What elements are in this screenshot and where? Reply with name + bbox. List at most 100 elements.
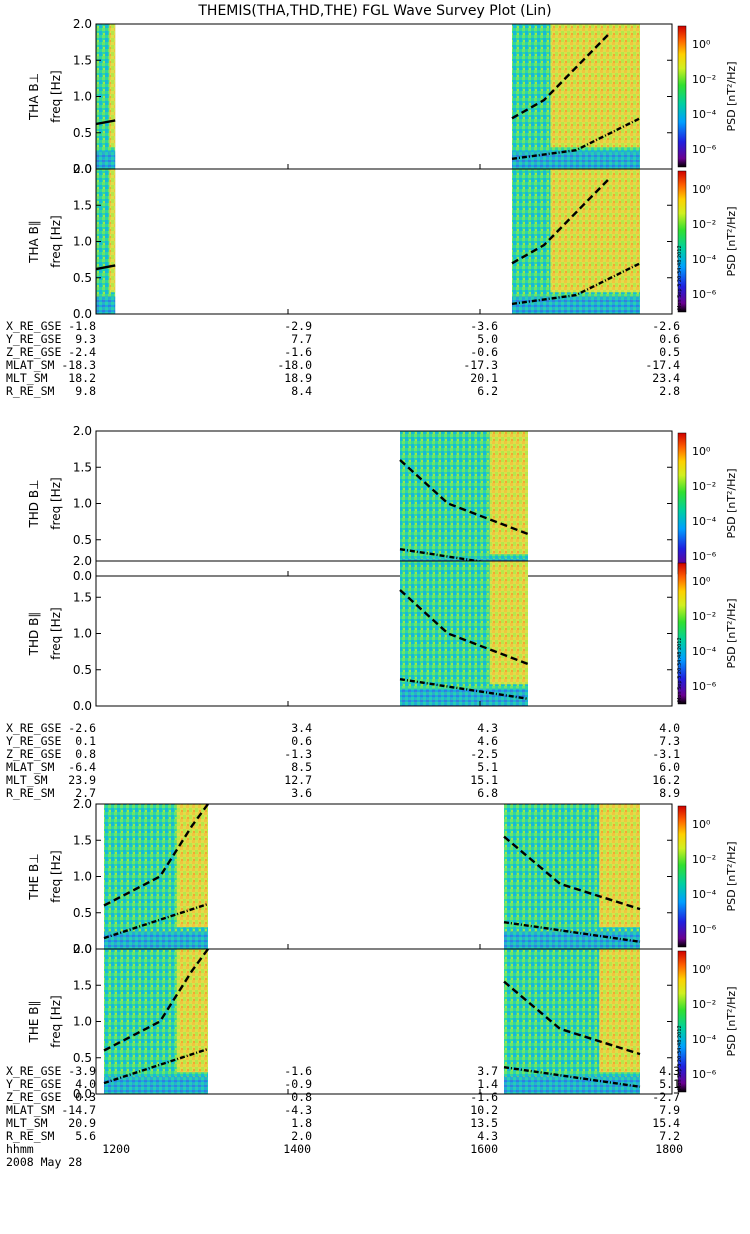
y-tick-label: 2.0 (73, 162, 92, 176)
dashed-curve (511, 179, 609, 265)
ephemeris-value: 20.1 (470, 371, 498, 385)
y-tick-label: 0.0 (73, 569, 92, 583)
ephemeris-value: 5.1 (659, 1077, 680, 1091)
ephemeris-label: MLAT_SM (6, 358, 55, 372)
ephemeris-value: 2.7 (75, 786, 96, 800)
spectrogram-panels: 0.0 0.5 1.0 1.5 2.0 freq [Hz] THA B⊥ 10⁰ 10⁻² 10⁻… (27, 17, 738, 1101)
ephemeris-value: 5.6 (75, 1129, 96, 1143)
ephemeris-label: X_RE_GSE (6, 721, 62, 735)
wave-survey-plot: THEMIS(THA,THD,THE) FGL Wave Survey Plot… (27, 3, 738, 1101)
ephemeris-label: MLAT_SM (6, 760, 55, 774)
colorbar-label: PSD [nT²/Hz] (725, 206, 738, 276)
dotdash-curve (399, 678, 529, 700)
ephemeris-value: -18.3 (61, 358, 96, 372)
ephemeris-value: 18.9 (284, 371, 312, 385)
spectrogram-low-band (104, 1076, 208, 1094)
spectrogram-panel: 0.0 0.5 1.0 1.5 2.0 freq [Hz] THE B∥ 10⁰ 10⁻² 10⁻… (27, 942, 738, 1101)
component-label: THE B⊥ (27, 853, 41, 900)
ephemeris-row: X_RE_GSE -3.9 -1.6 3.7 4.3 (0, 1065, 750, 1078)
ephemeris-value: -2.4 (68, 345, 96, 359)
dashed-curve (103, 948, 209, 1052)
y-tick-label: 1.5 (73, 53, 92, 67)
ephemeris-label: Z_RE_GSE (6, 345, 62, 359)
y-tick-label: 0.5 (73, 271, 92, 285)
dotdash-curve-2 (503, 1066, 641, 1088)
ephemeris-value: 0.8 (75, 747, 96, 761)
ephemeris-value: 3.6 (291, 786, 312, 800)
colorbar (677, 805, 687, 948)
colorbar-tick-label: 10⁻⁶ (692, 143, 717, 156)
ephemeris-label: MLT_SM (6, 371, 48, 385)
ephemeris-row: R_RE_SM 2.7 3.6 6.8 8.9 (0, 787, 750, 800)
component-label: THA B∥ (27, 220, 41, 264)
colorbar (677, 950, 687, 1093)
spectrogram-low-band (104, 931, 208, 949)
ephemeris-label: MLT_SM (6, 1116, 48, 1130)
ephemeris-row: Z_RE_GSE 0.3 0.8 -1.6 -2.7 (0, 1091, 750, 1104)
ephemeris-value: -14.7 (61, 1103, 96, 1117)
ephemeris-label: Y_RE_GSE (6, 1077, 62, 1091)
ephemeris-row: MLAT_SM -18.3 -18.0 -17.3 -17.4 (0, 359, 750, 372)
y-tick-label: 0.0 (73, 942, 92, 956)
ephemeris-row: MLT_SM 23.9 12.7 15.1 16.2 (0, 774, 750, 787)
timestamp-stamp: Mon Sep 3 20:34:48 2012 (677, 1025, 683, 1090)
spectrogram-high-power (489, 561, 528, 685)
ephemeris-value: 3.7 (477, 1064, 498, 1078)
dashed-curve-2 (503, 835, 641, 911)
time-axis-labels: hhmm 1200 1400 1600 1800 2008 May 28 (0, 1143, 750, 1169)
ephemeris-value: 23.4 (652, 371, 680, 385)
colorbar-tick-label: 10⁻² (692, 73, 716, 86)
ephemeris-table-the: X_RE_GSE -3.9 -1.6 3.7 4.3 Y_RE_GSE 4.0 -0.9 1.4… (0, 1065, 750, 1143)
colorbar-label: PSD [nT²/Hz] (725, 468, 738, 538)
ephemeris-row: MLAT_SM -6.4 8.5 5.1 6.0 (0, 761, 750, 774)
spectrogram-low-band (96, 151, 116, 169)
dashed-curve (511, 34, 609, 120)
ephemeris-value: 2.8 (659, 384, 680, 398)
ephemeris-value: 23.9 (68, 773, 96, 787)
dotdash-curve (511, 117, 641, 160)
colorbar (677, 25, 687, 168)
colorbar (677, 432, 687, 575)
ephemeris-value: 4.3 (477, 1129, 498, 1143)
ephemeris-value: 0.1 (75, 734, 96, 748)
timestamp-stamp: Mon Sep 3 20:34:48 2012 (677, 245, 683, 310)
spectrogram-high-power (550, 169, 640, 293)
ephemeris-label: MLT_SM (6, 773, 48, 787)
y-tick-label: 0.5 (73, 533, 92, 547)
ephemeris-value: -17.3 (463, 358, 498, 372)
y-tick-label: 0.0 (73, 1087, 92, 1101)
panel-frame (95, 430, 673, 577)
colorbar-label: PSD [nT²/Hz] (725, 598, 738, 668)
colorbar-tick-label: 10⁻² (692, 218, 716, 231)
ephemeris-value: 13.5 (470, 1116, 498, 1130)
ephemeris-row: MLT_SM 20.9 1.8 13.5 15.4 (0, 1117, 750, 1130)
ephemeris-value: -3.1 (652, 747, 680, 761)
spectrogram-panel: 0.0 0.5 1.0 1.5 2.0 freq [Hz] THE B⊥ 10⁰ 10⁻² 10⁻… (27, 797, 738, 956)
ephemeris-row: R_RE_SM 5.6 2.0 4.3 7.2 (0, 1130, 750, 1143)
y-tick-label: 2.0 (73, 554, 92, 568)
dotdash-curve (511, 262, 641, 306)
ephemeris-row: Y_RE_GSE 4.0 -0.9 1.4 5.1 (0, 1078, 750, 1091)
ephemeris-value: 1.4 (477, 1077, 498, 1091)
spectrogram-low-band (400, 688, 528, 706)
dotdash-curve (103, 1047, 209, 1085)
ephemeris-value: -0.6 (470, 345, 498, 359)
ephemeris-value: -2.7 (652, 1090, 680, 1104)
ephemeris-value: 12.7 (284, 773, 312, 787)
y-tick-label: 1.5 (73, 460, 92, 474)
ephemeris-row: X_RE_GSE -2.6 3.4 4.3 4.0 (0, 722, 750, 735)
ephemeris-value: -1.3 (284, 747, 312, 761)
colorbar-tick-label: 10⁻² (692, 853, 716, 866)
early-curve (95, 264, 116, 271)
y-axis-label: freq [Hz] (49, 70, 63, 122)
ephemeris-value: -1.6 (470, 1090, 498, 1104)
colorbar-tick-label: 10⁻² (692, 998, 716, 1011)
ephemeris-value: 6.2 (477, 384, 498, 398)
spectrogram-high-power (599, 949, 640, 1073)
colorbar-tick-label: 10⁻⁶ (692, 550, 717, 563)
colorbar-tick-label: 10⁻² (692, 480, 716, 493)
panel-frame (95, 560, 673, 707)
y-tick-label: 1.0 (73, 627, 92, 641)
ephemeris-value: 5.1 (477, 760, 498, 774)
y-tick-label: 2.0 (73, 424, 92, 438)
